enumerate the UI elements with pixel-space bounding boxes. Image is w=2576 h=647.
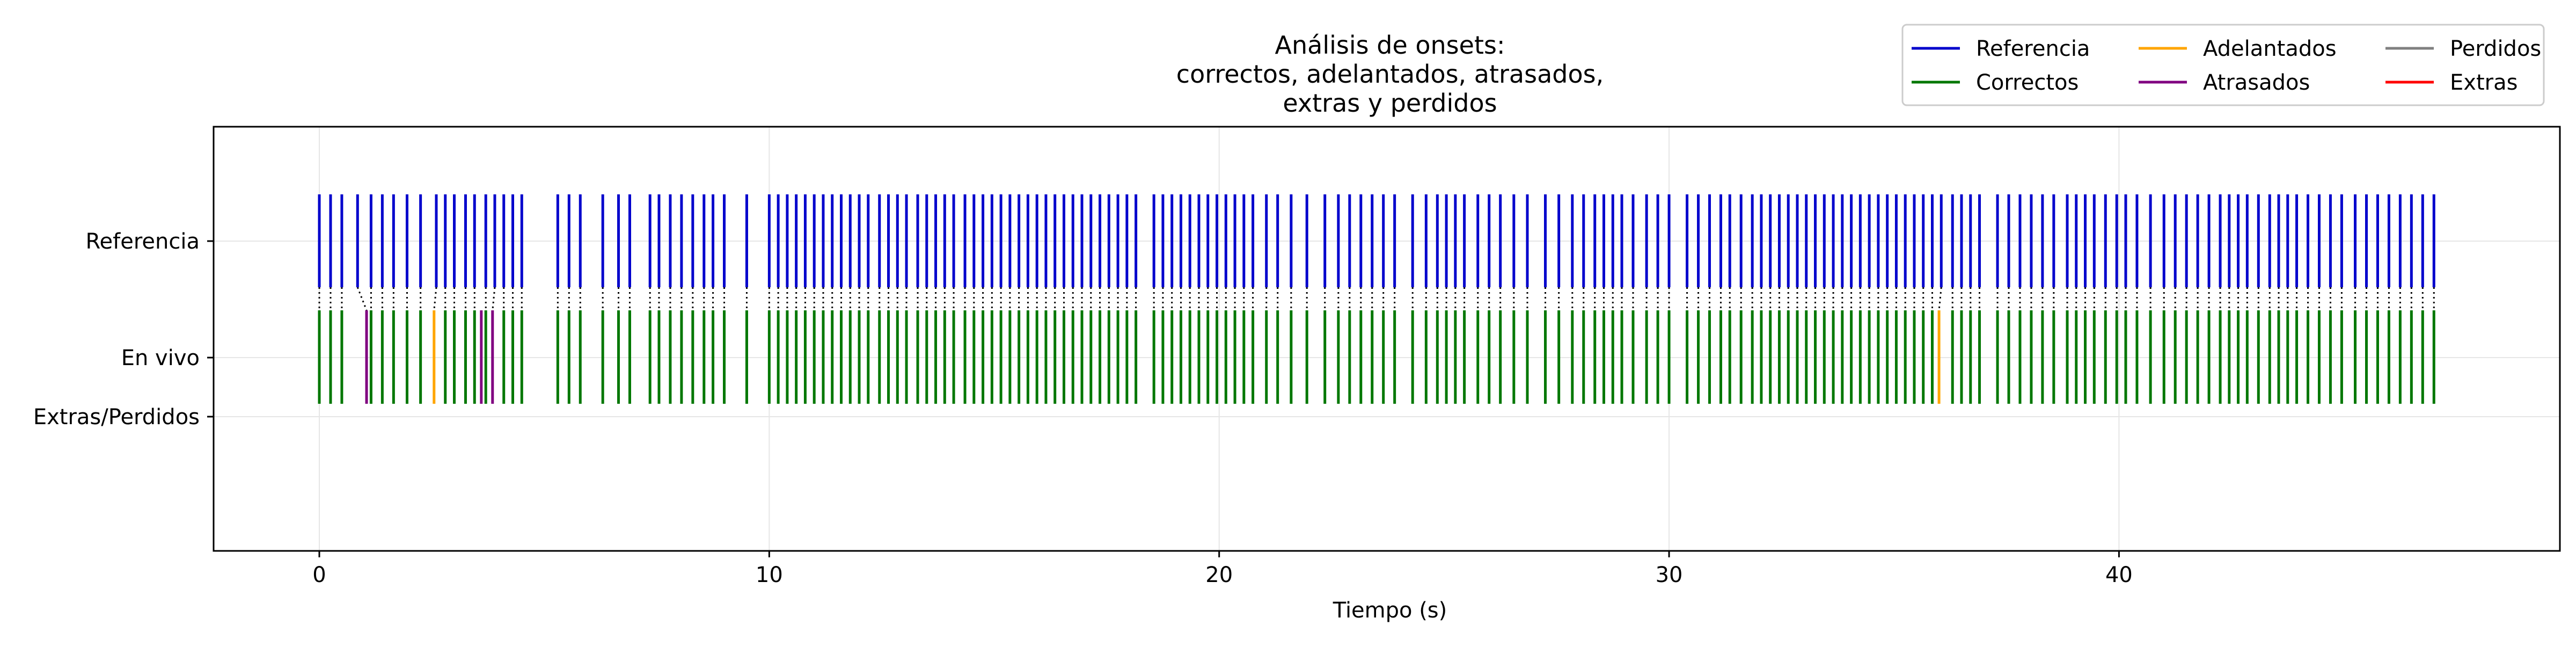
match-connector bbox=[356, 287, 368, 311]
legend-label-atrasados: Atrasados bbox=[2203, 70, 2310, 95]
x-tick-label: 20 bbox=[1205, 563, 1233, 587]
legend-label-perdidos: Perdidos bbox=[2450, 37, 2541, 61]
y-tick-label: Extras/Perdidos bbox=[33, 405, 200, 430]
chart-title-line-1: Análisis de onsets: bbox=[1275, 31, 1505, 60]
match-connectors bbox=[318, 287, 2435, 311]
plot-frame bbox=[213, 126, 2561, 552]
reference-onsets bbox=[318, 194, 2435, 287]
legend-label-referencia: Referencia bbox=[1976, 37, 2090, 61]
x-axis-label: Tiempo (s) bbox=[1333, 598, 1447, 623]
y-tick-label: Referencia bbox=[86, 229, 200, 254]
x-tick-label: 0 bbox=[312, 563, 326, 587]
grid bbox=[214, 127, 2560, 551]
match-connector bbox=[433, 287, 437, 311]
legend-label-correctos: Correctos bbox=[1976, 70, 2079, 95]
x-tick-label: 40 bbox=[2105, 563, 2133, 587]
live-onsets bbox=[318, 310, 2435, 404]
chart-title-line-3: extras y perdidos bbox=[1283, 89, 1497, 118]
x-ticks: 0 10 20 30 40 bbox=[312, 551, 2133, 587]
chart-title-line-2: correctos, adelantados, atrasados, bbox=[1176, 60, 1604, 89]
match-connector bbox=[1938, 287, 1942, 311]
legend-frame bbox=[1901, 24, 2545, 106]
legend: Referencia Correctos Adelantados Atrasad… bbox=[1901, 24, 2545, 106]
y-ticks: Referencia En vivo Extras/Perdidos bbox=[33, 229, 214, 430]
x-tick-label: 30 bbox=[1656, 563, 1683, 587]
x-tick-label: 10 bbox=[756, 563, 783, 587]
legend-label-extras: Extras bbox=[2450, 70, 2518, 95]
y-tick-label: En vivo bbox=[121, 346, 200, 370]
match-connector bbox=[492, 287, 496, 311]
legend-label-adelantados: Adelantados bbox=[2203, 37, 2337, 61]
